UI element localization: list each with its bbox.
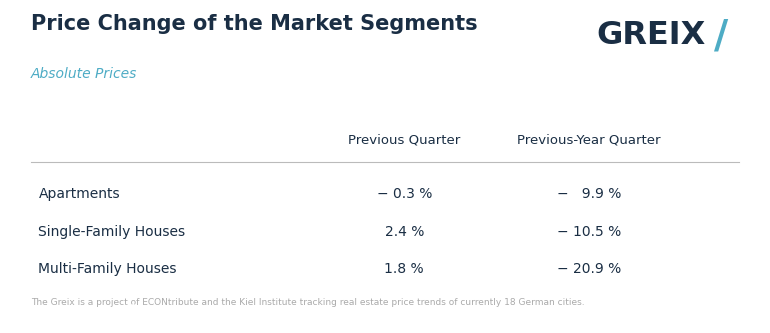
Text: » greix.de: » greix.de	[676, 304, 739, 317]
Text: GREIX: GREIX	[597, 20, 706, 51]
Text: » 2023 Q2, as of August 3, 2023: » 2023 Q2, as of August 3, 2023	[31, 304, 233, 317]
Text: The Greix is a project of ECONtribute and the Kiel Institute tracking real estat: The Greix is a project of ECONtribute an…	[31, 298, 584, 307]
Text: Previous Quarter: Previous Quarter	[348, 133, 460, 146]
Text: Absolute Prices: Absolute Prices	[31, 67, 137, 81]
Text: −   9.9 %: − 9.9 %	[557, 187, 621, 201]
Text: − 20.9 %: − 20.9 %	[557, 262, 621, 276]
Text: /: /	[714, 17, 728, 55]
Text: Apartments: Apartments	[38, 187, 120, 201]
Text: Previous-Year Quarter: Previous-Year Quarter	[517, 133, 661, 146]
Text: − 0.3 %: − 0.3 %	[377, 187, 432, 201]
Text: Price Change of the Market Segments: Price Change of the Market Segments	[31, 14, 477, 35]
Text: − 10.5 %: − 10.5 %	[557, 225, 621, 239]
Text: Single-Family Houses: Single-Family Houses	[38, 225, 186, 239]
Text: 2.4 %: 2.4 %	[384, 225, 424, 239]
Text: Multi-Family Houses: Multi-Family Houses	[38, 262, 177, 276]
Text: 1.8 %: 1.8 %	[384, 262, 424, 276]
